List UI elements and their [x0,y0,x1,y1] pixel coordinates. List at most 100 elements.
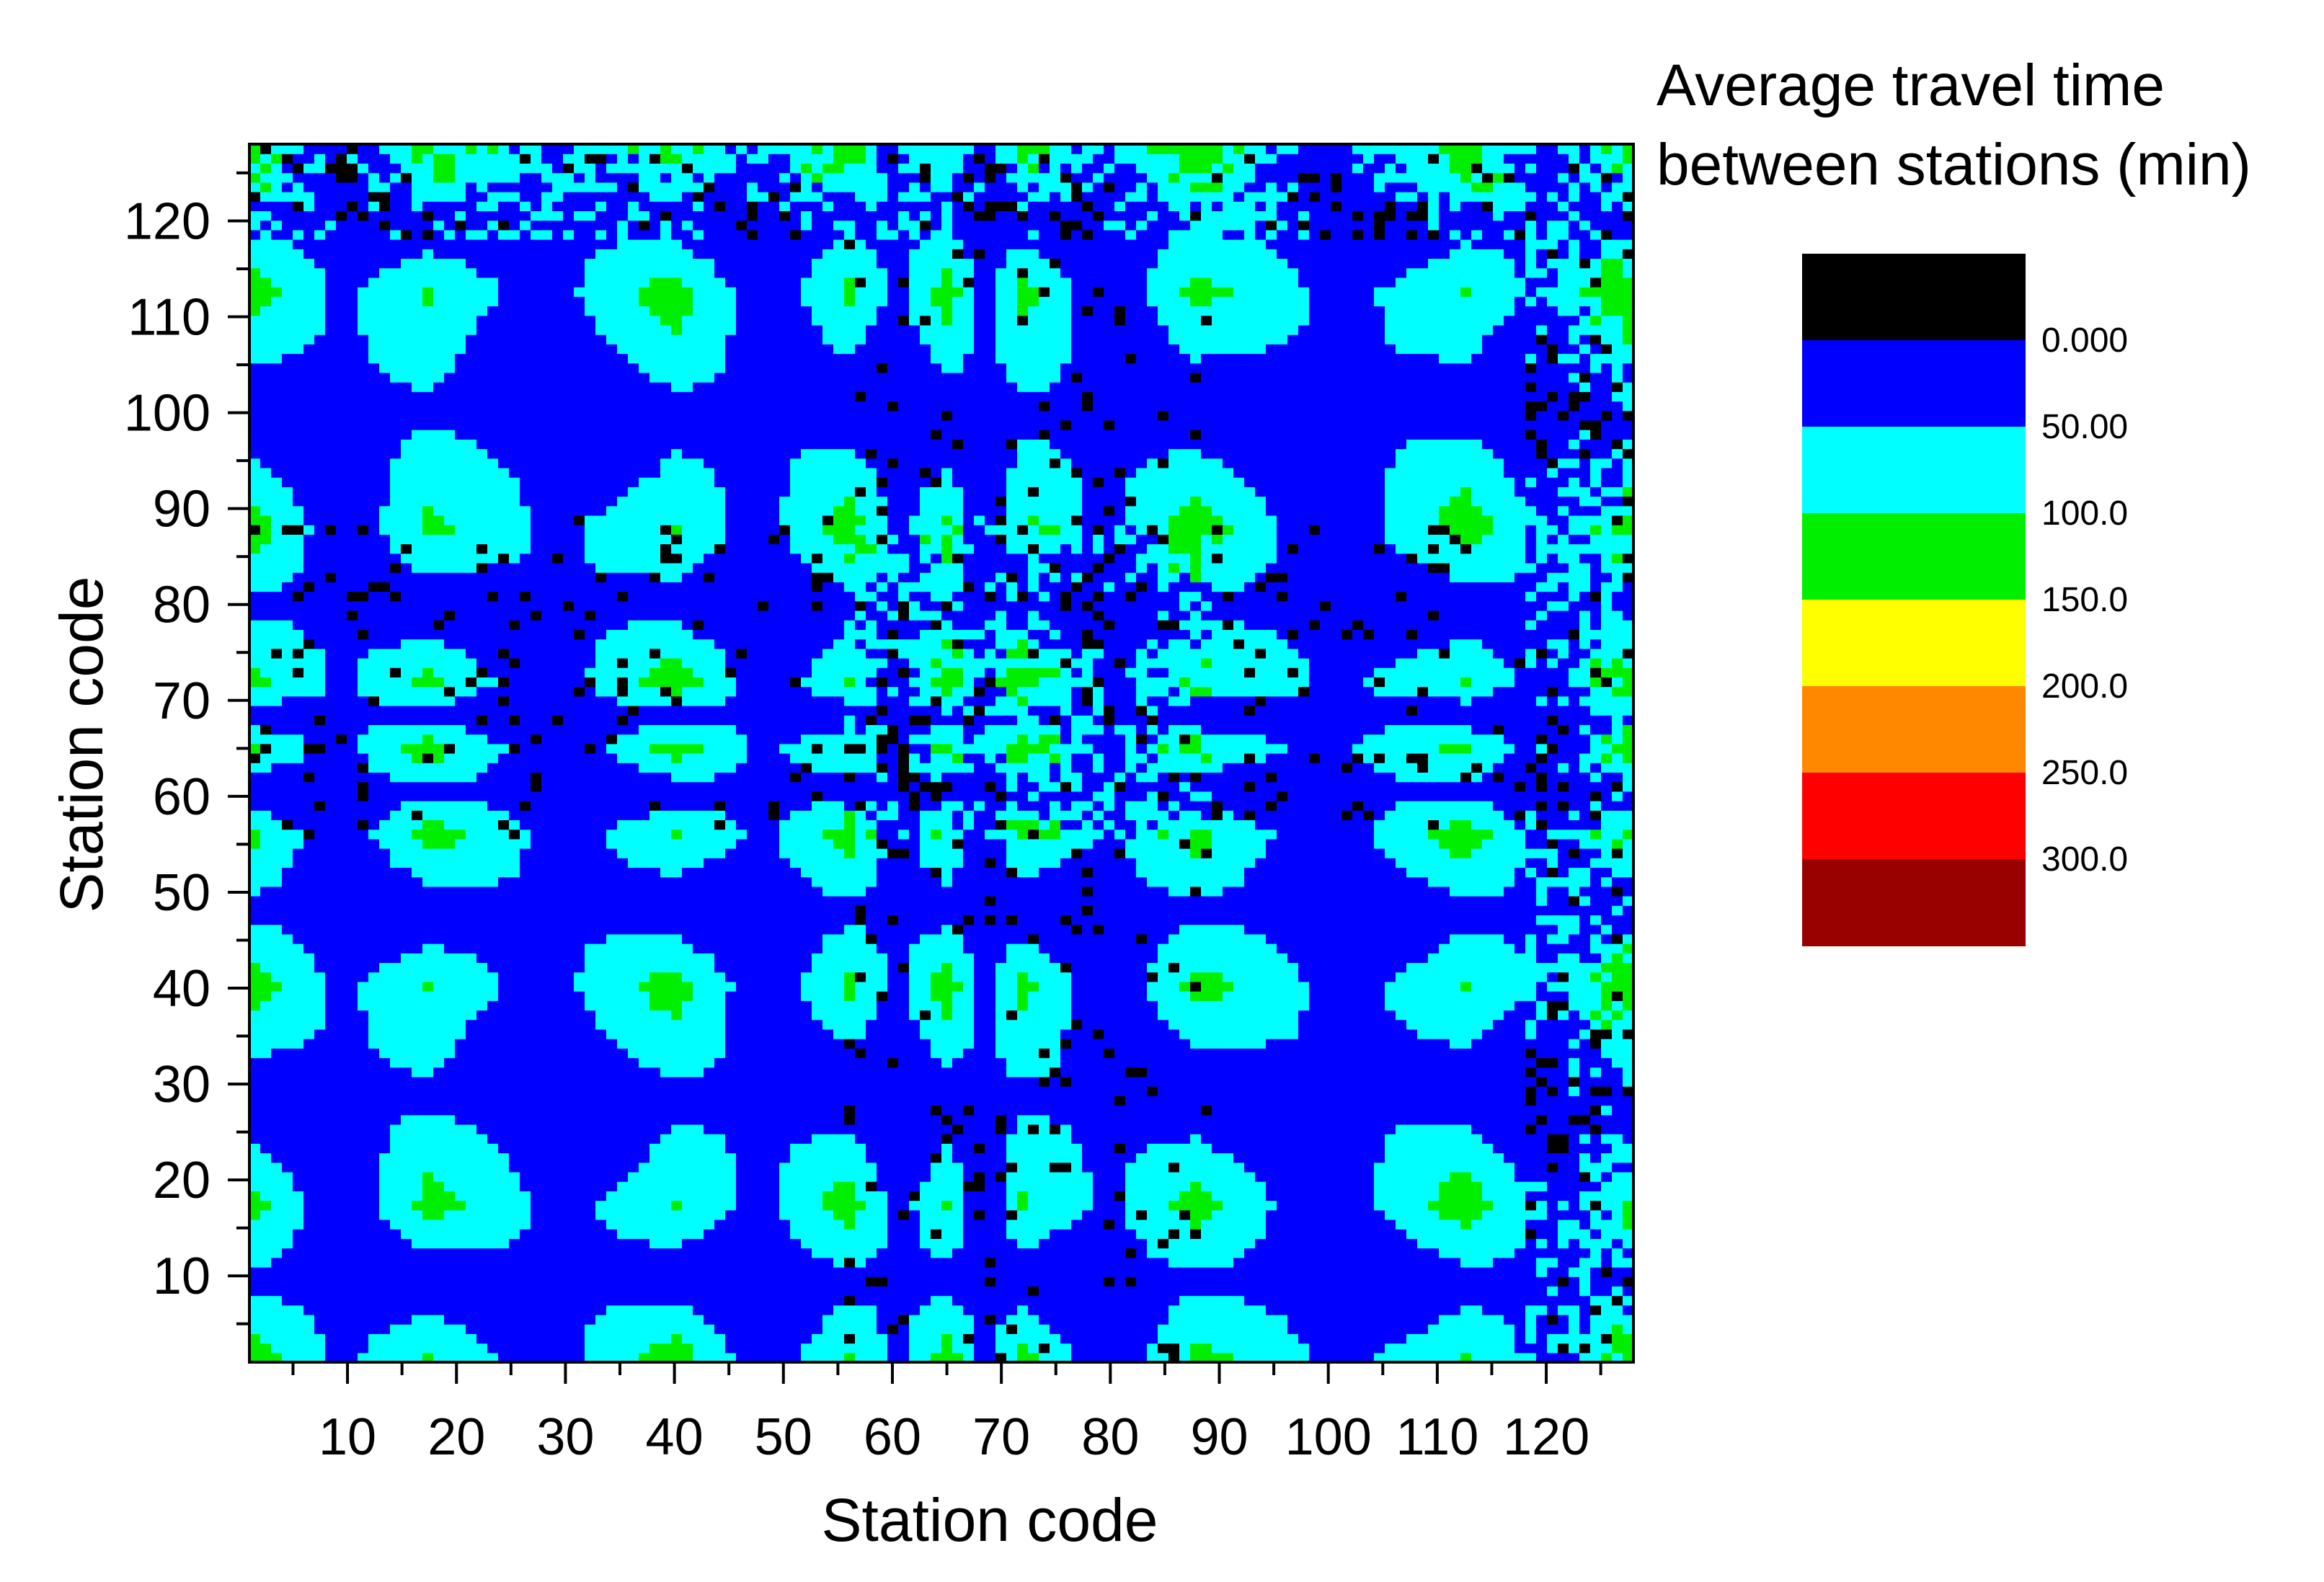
contour-cell [249,1276,261,1287]
contour-cell [379,639,391,649]
contour-cell [422,791,434,801]
contour-cell [412,230,423,240]
contour-cell [325,772,337,782]
contour-cell [574,1267,585,1277]
contour-cell [412,867,423,877]
contour-cell [422,353,434,363]
contour-cell [260,925,272,935]
contour-cell [390,658,402,668]
contour-cell [649,867,661,877]
contour-cell [563,534,575,544]
contour-cell [422,554,434,564]
contour-cell [531,677,542,687]
contour-cell [660,677,672,687]
contour-cell [509,592,520,602]
contour-cell [379,629,391,639]
contour-cell [401,1124,412,1134]
contour-cell [649,1201,661,1211]
contour-cell [476,972,488,982]
contour-cell [347,687,358,697]
contour-cell [401,1039,412,1049]
contour-cell [422,582,434,592]
contour-cell [336,1058,347,1068]
contour-cell [574,905,585,915]
contour-cell [509,1039,520,1049]
contour-cell [444,382,456,392]
contour-cell [531,391,542,401]
contour-cell [260,1048,272,1058]
contour-cell [552,249,564,259]
contour-cell [649,782,661,792]
contour-cell [476,230,488,240]
contour-cell [595,1077,607,1087]
contour-cell [509,715,520,725]
contour-cell [368,1143,380,1153]
contour-cell [325,1296,337,1306]
contour-cell [368,791,380,801]
contour-cell [444,1086,456,1096]
contour-cell [401,210,412,221]
contour-cell [649,592,661,602]
contour-cell [628,458,639,468]
contour-cell [595,639,607,649]
contour-cell [358,249,369,259]
contour-cell [282,763,293,773]
contour-cell [303,497,315,507]
contour-cell [303,154,315,164]
contour-cell [552,554,564,564]
contour-cell [444,325,456,335]
contour-cell [358,1315,369,1325]
contour-cell [282,896,293,906]
contour-cell [260,601,272,611]
contour-cell [293,249,304,259]
contour-cell [617,334,629,345]
contour-cell [249,1315,261,1325]
contour-cell [552,525,564,535]
contour-cell [606,1106,618,1116]
contour-cell [368,677,380,687]
contour-cell [303,221,315,231]
contour-cell [509,353,520,363]
contour-cell [347,867,358,877]
contour-cell [628,468,639,478]
contour-cell [455,363,466,373]
contour-cell [271,515,283,525]
contour-cell [520,306,531,316]
contour-cell [541,724,553,734]
contour-cell [509,411,520,421]
contour-cell [606,639,618,649]
contour-cell [249,382,261,392]
contour-cell [303,192,315,202]
contour-cell [574,724,585,734]
contour-cell [606,258,618,268]
contour-cell [476,763,488,773]
contour-cell [282,230,293,240]
contour-cell [455,1143,466,1153]
contour-cell [325,554,337,564]
contour-cell [249,953,261,963]
contour-cell [325,1191,337,1201]
contour-cell [531,201,542,211]
contour-cell [466,373,477,383]
contour-cell [520,991,531,1001]
contour-cell [487,430,499,440]
contour-cell [282,1106,293,1116]
contour-cell [466,1153,477,1163]
contour-cell [606,1191,618,1201]
contour-cell [595,896,607,906]
contour-cell [531,667,542,677]
contour-cell [347,1134,358,1144]
contour-cell [325,268,337,278]
contour-cell [303,1029,315,1039]
contour-cell [422,1201,434,1211]
contour-cell [498,1153,510,1163]
contour-cell [412,458,423,468]
contour-cell [563,449,575,459]
contour-cell [444,1276,456,1287]
contour-cell [649,449,661,459]
contour-cell [347,163,358,173]
contour-cell [336,249,347,259]
contour-cell [260,801,272,811]
contour-cell [476,839,488,849]
contour-cell [314,449,326,459]
